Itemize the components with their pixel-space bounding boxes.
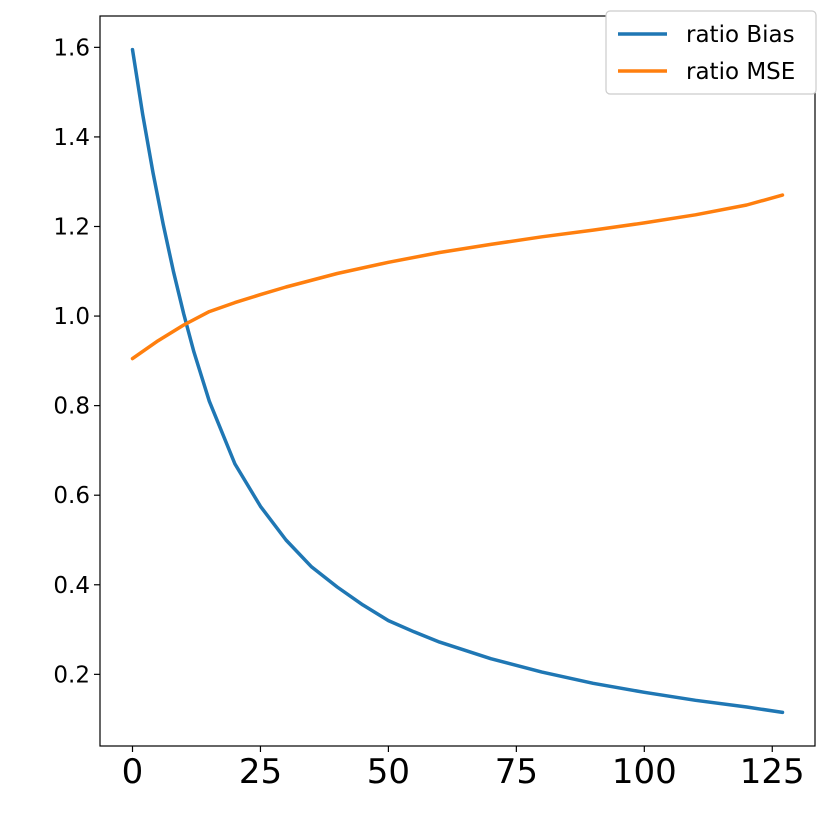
x-tick-label: 25: [239, 752, 282, 792]
x-tick-label: 0: [122, 752, 144, 792]
y-axis: 0.2 0.4 0.6 0.8 1.0 1.2 1.4 1.6: [53, 35, 100, 688]
y-tick-label: 1.2: [53, 214, 90, 240]
y-tick-label: 0.4: [53, 573, 90, 599]
series-layer: [130, 47, 785, 715]
legend-label-ratio-bias: ratio Bias: [686, 22, 795, 48]
x-tick-label: 125: [740, 752, 805, 792]
series-line-ratio-mse: [130, 193, 785, 361]
y-tick-label: 1.4: [53, 125, 90, 151]
legend-frame: [605, 10, 817, 95]
y-tick-label: 0.6: [53, 483, 90, 509]
y-tick-label: 0.2: [53, 662, 90, 688]
y-tick-label: 1.0: [53, 304, 90, 330]
x-tick-label: 50: [367, 752, 410, 792]
x-axis: 0 25 50 75 100 125: [122, 746, 805, 792]
plot-area: [99, 15, 816, 747]
x-tick-label: 75: [495, 752, 538, 792]
x-tick-label: 100: [612, 752, 677, 792]
axes-frame: [99, 15, 816, 747]
legend: ratio Bias ratio MSE: [605, 10, 817, 95]
y-tick-label: 1.6: [53, 35, 90, 61]
y-tick-label: 0.8: [53, 394, 90, 420]
legend-label-ratio-mse: ratio MSE: [686, 59, 795, 85]
series-line-ratio-bias: [130, 47, 785, 715]
